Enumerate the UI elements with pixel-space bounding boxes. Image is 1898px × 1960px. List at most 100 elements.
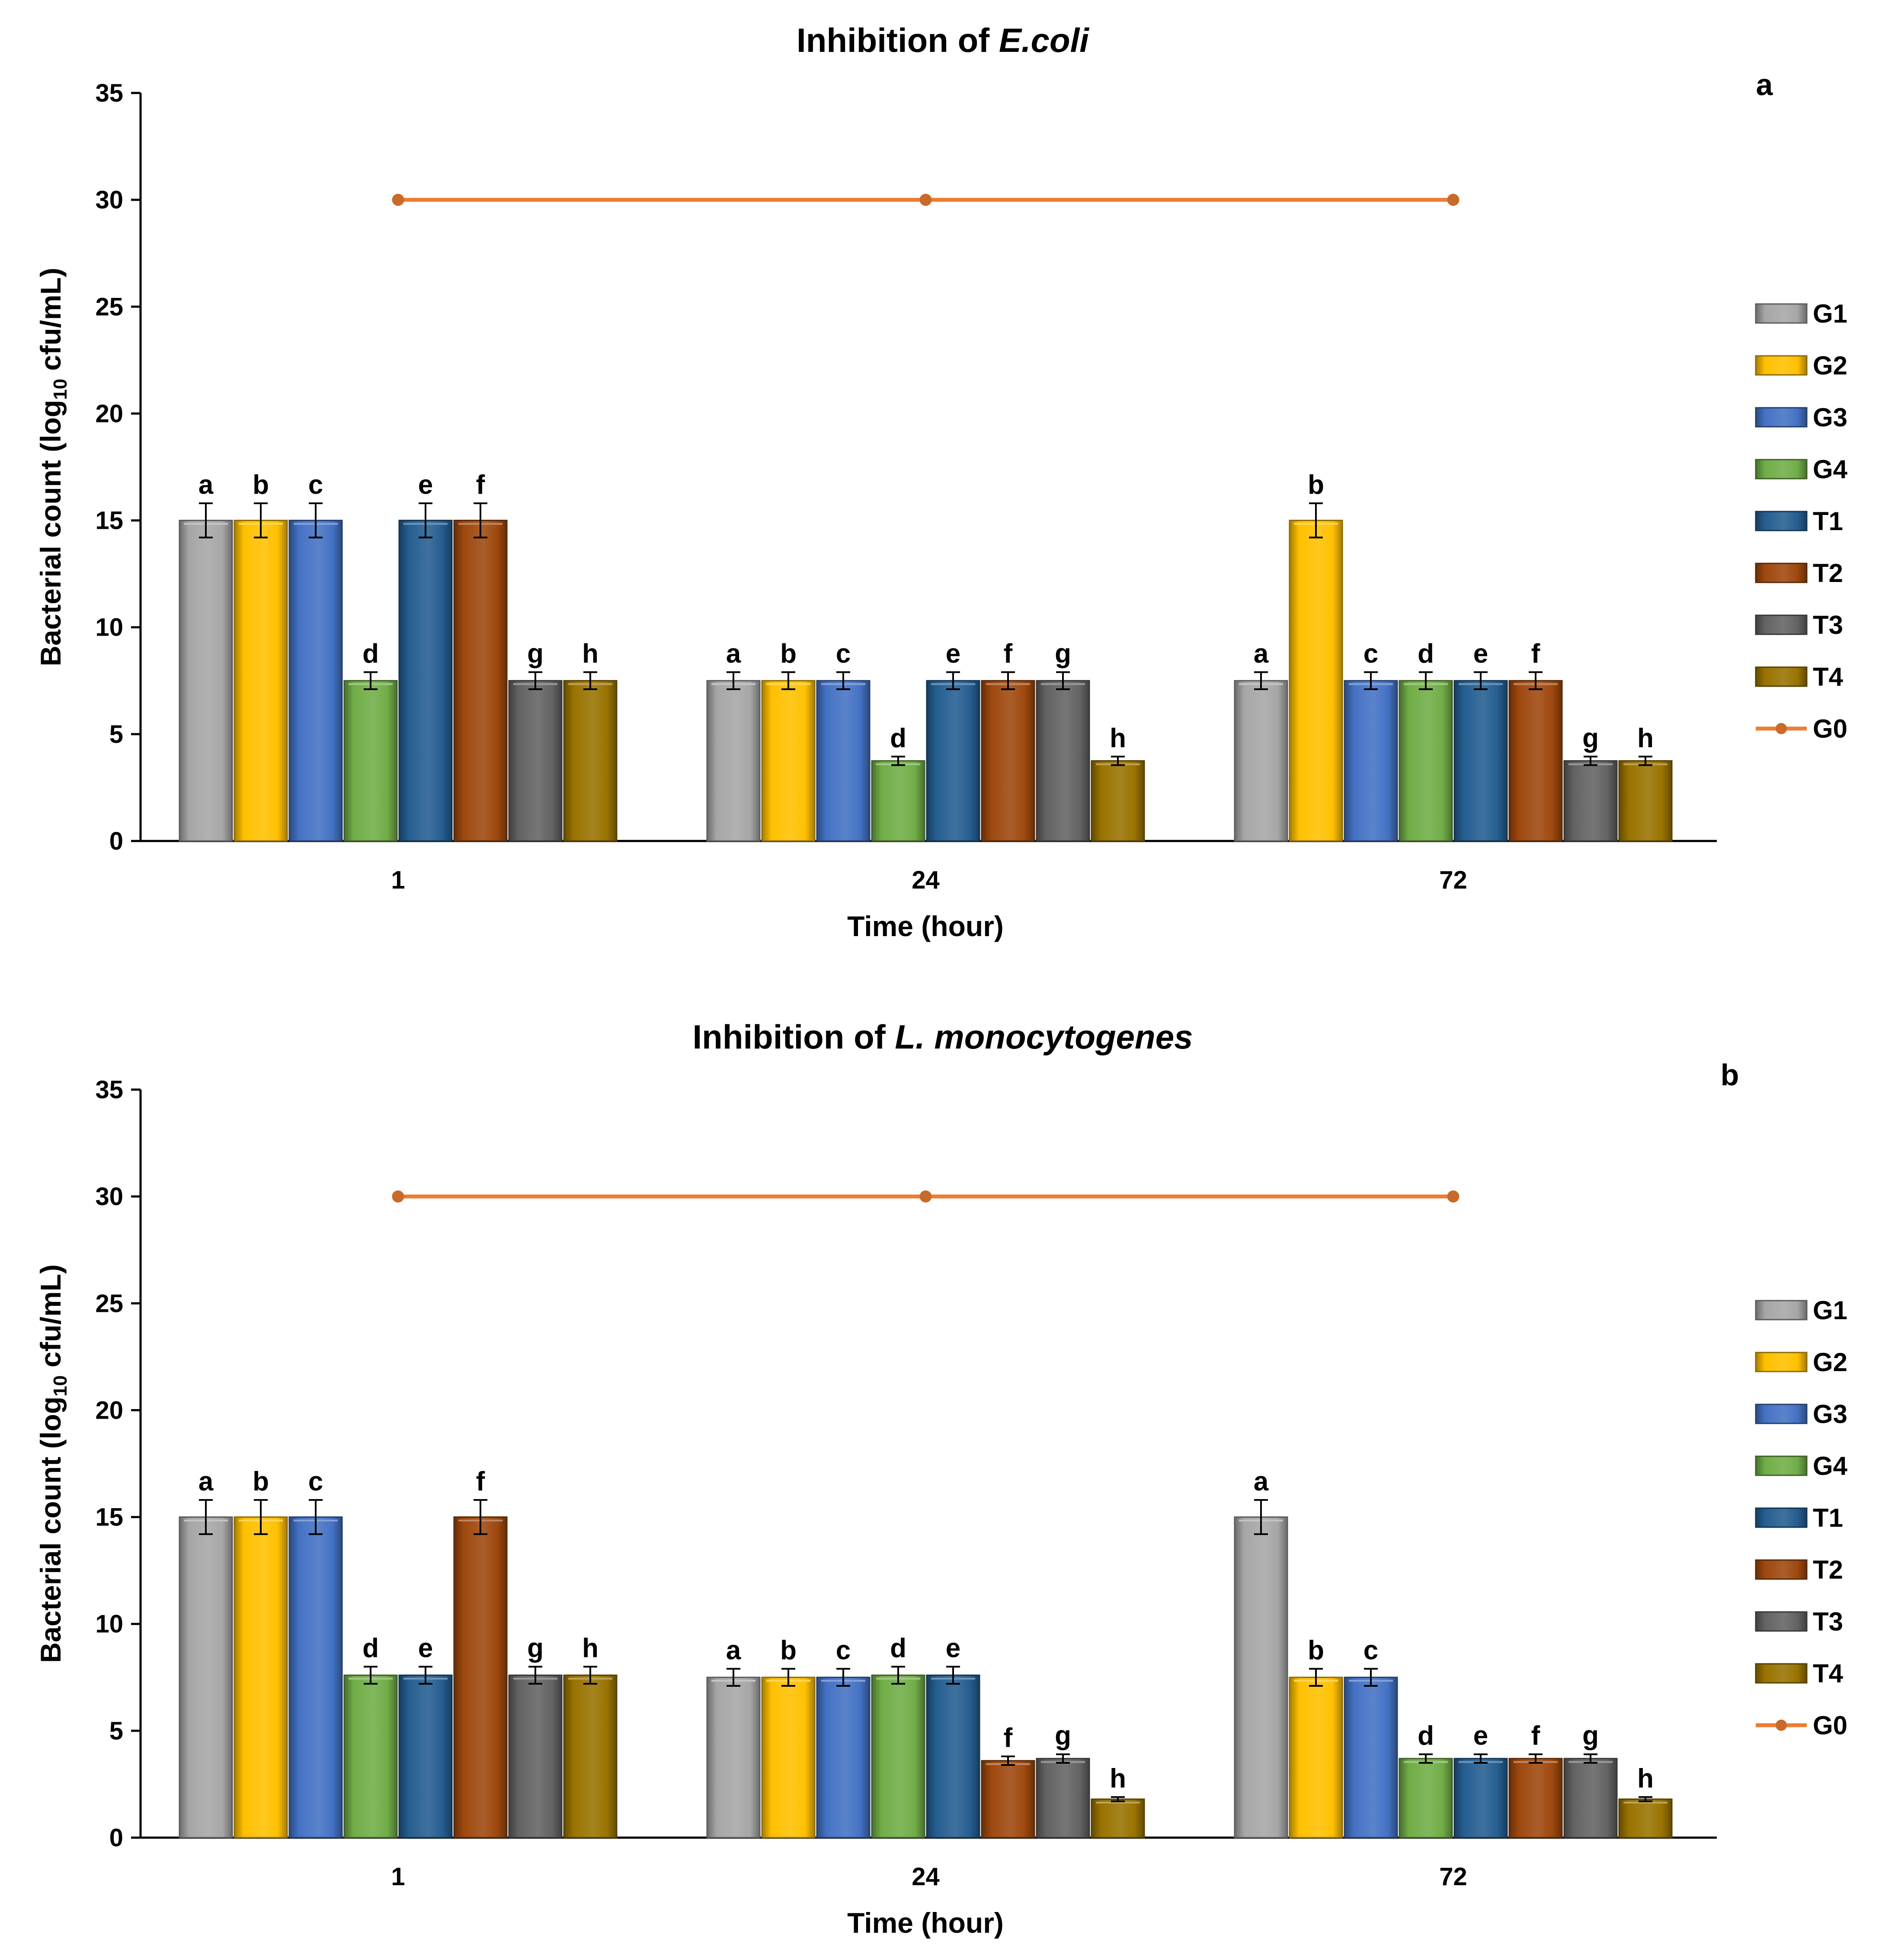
y-tick-label: 35 — [95, 79, 123, 107]
significance-letter: c — [836, 1636, 851, 1666]
bar-g2 — [761, 680, 816, 842]
chart-panel-b: Inhibition of L. monocytogenes b 0 5 10 15 20 2… — [35, 1018, 1848, 1939]
bar-t2 — [1508, 1758, 1563, 1838]
bar-t3 — [1563, 760, 1618, 842]
bar-g4 — [871, 1674, 925, 1838]
legend-swatch-t4 — [1755, 666, 1808, 687]
y-tick-label: 20 — [95, 400, 123, 428]
y-axis-label-suffix: cfu/mL) — [35, 1264, 67, 1375]
bar-g1 — [706, 680, 761, 842]
y-tick-label: 0 — [109, 1824, 123, 1852]
y-tick-label: 30 — [95, 1183, 123, 1211]
significance-letter: a — [198, 1467, 214, 1496]
bar-g3 — [1344, 680, 1398, 842]
y-axis-label-prefix: Bacterial count (log — [35, 400, 67, 666]
chart-title-prefix: Inhibition of — [693, 1018, 895, 1056]
significance-letter: a — [726, 639, 741, 669]
legend-label: T1 — [1813, 507, 1843, 536]
legend-label: G1 — [1813, 299, 1847, 328]
legend-label: T3 — [1813, 1607, 1843, 1636]
legend-marker-g0 — [1776, 723, 1787, 734]
legend-label: T3 — [1813, 611, 1843, 639]
bar-t4 — [1618, 760, 1673, 842]
line-g0-marker — [919, 194, 932, 206]
bar-g1 — [1234, 680, 1288, 842]
bar-g4 — [343, 1674, 398, 1838]
bar-t2 — [453, 1516, 508, 1838]
legend-label: T4 — [1813, 1659, 1844, 1688]
chart-title-prefix: Inhibition of — [797, 21, 999, 59]
bar-t1 — [926, 680, 980, 842]
significance-letter: e — [946, 1634, 960, 1663]
significance-letter: b — [780, 639, 797, 669]
bar-g4 — [343, 680, 398, 842]
significance-letter: a — [1254, 1467, 1269, 1496]
bar-t1 — [1453, 680, 1508, 842]
legend-label: T2 — [1813, 1555, 1843, 1584]
bar-t2 — [981, 1760, 1035, 1838]
bar-t2 — [1508, 680, 1563, 842]
legend-label: G2 — [1813, 351, 1847, 380]
bar-g4 — [1399, 1758, 1453, 1838]
bar-g4 — [1399, 680, 1453, 842]
legend-swatch-t2 — [1755, 1559, 1808, 1580]
legend-label: G3 — [1813, 1400, 1847, 1429]
bar-g2 — [1289, 1676, 1343, 1838]
line-g0-marker — [392, 194, 404, 206]
significance-letter: c — [308, 1467, 323, 1496]
legend-swatch-t2 — [1755, 563, 1808, 583]
y-axis-label-prefix: Bacterial count (log — [35, 1397, 67, 1663]
legend-label: G2 — [1813, 1348, 1847, 1377]
bar-g4 — [871, 760, 925, 842]
legend-swatch-g3 — [1755, 1404, 1808, 1424]
x-axis-label: Time (hour) — [847, 1907, 1004, 1939]
y-tick-label: 5 — [109, 1717, 123, 1745]
y-tick-label: 10 — [95, 614, 123, 642]
significance-letter: h — [1637, 1764, 1654, 1794]
y-tick-label: 15 — [95, 507, 123, 535]
bar-t4 — [563, 1674, 618, 1838]
significance-letter: h — [582, 639, 599, 669]
bar-t1 — [398, 520, 453, 842]
x-tick-label: 1 — [391, 866, 405, 894]
significance-letter: e — [946, 639, 960, 669]
x-tick-label: 24 — [912, 866, 940, 894]
bar-g3 — [288, 520, 343, 842]
significance-letter: d — [362, 639, 379, 669]
significance-letter: b — [1308, 470, 1324, 500]
significance-letter: c — [836, 639, 851, 669]
bar-t4 — [563, 680, 618, 842]
significance-letter: h — [1110, 723, 1126, 753]
bar-g2 — [1289, 520, 1343, 842]
bar-t3 — [1563, 1758, 1618, 1838]
significance-letter: b — [1308, 1636, 1324, 1666]
line-g0-marker — [392, 1190, 404, 1203]
bar-t3 — [1036, 1758, 1090, 1838]
legend-marker-g0 — [1776, 1720, 1787, 1731]
significance-letter: c — [1363, 639, 1378, 669]
significance-letter: a — [726, 1636, 741, 1666]
significance-letter: e — [418, 470, 433, 500]
x-tick-label: 1 — [391, 1863, 405, 1891]
bar-g1 — [706, 1676, 761, 1838]
line-g0-marker — [919, 1190, 932, 1203]
bar-t3 — [1036, 680, 1090, 842]
bar-t2 — [981, 680, 1035, 842]
bar-t3 — [508, 680, 563, 842]
significance-letter: f — [1004, 1723, 1013, 1753]
significance-letter: f — [1004, 639, 1013, 669]
bar-t1 — [926, 1674, 980, 1838]
significance-letter: f — [476, 470, 485, 500]
x-tick-label: 72 — [1439, 1863, 1467, 1891]
bar-g3 — [816, 680, 871, 842]
bar-g1 — [1234, 1516, 1288, 1838]
y-tick-label: 5 — [109, 720, 123, 748]
bar-t1 — [398, 1674, 453, 1838]
bar-g3 — [1344, 1676, 1398, 1838]
legend-swatch-g4 — [1755, 459, 1808, 480]
panel-label: b — [1721, 1058, 1739, 1092]
bar-g3 — [288, 1516, 343, 1838]
y-tick-label: 25 — [95, 293, 123, 321]
line-g0-marker — [1447, 1190, 1460, 1203]
significance-letter: b — [780, 1636, 797, 1666]
